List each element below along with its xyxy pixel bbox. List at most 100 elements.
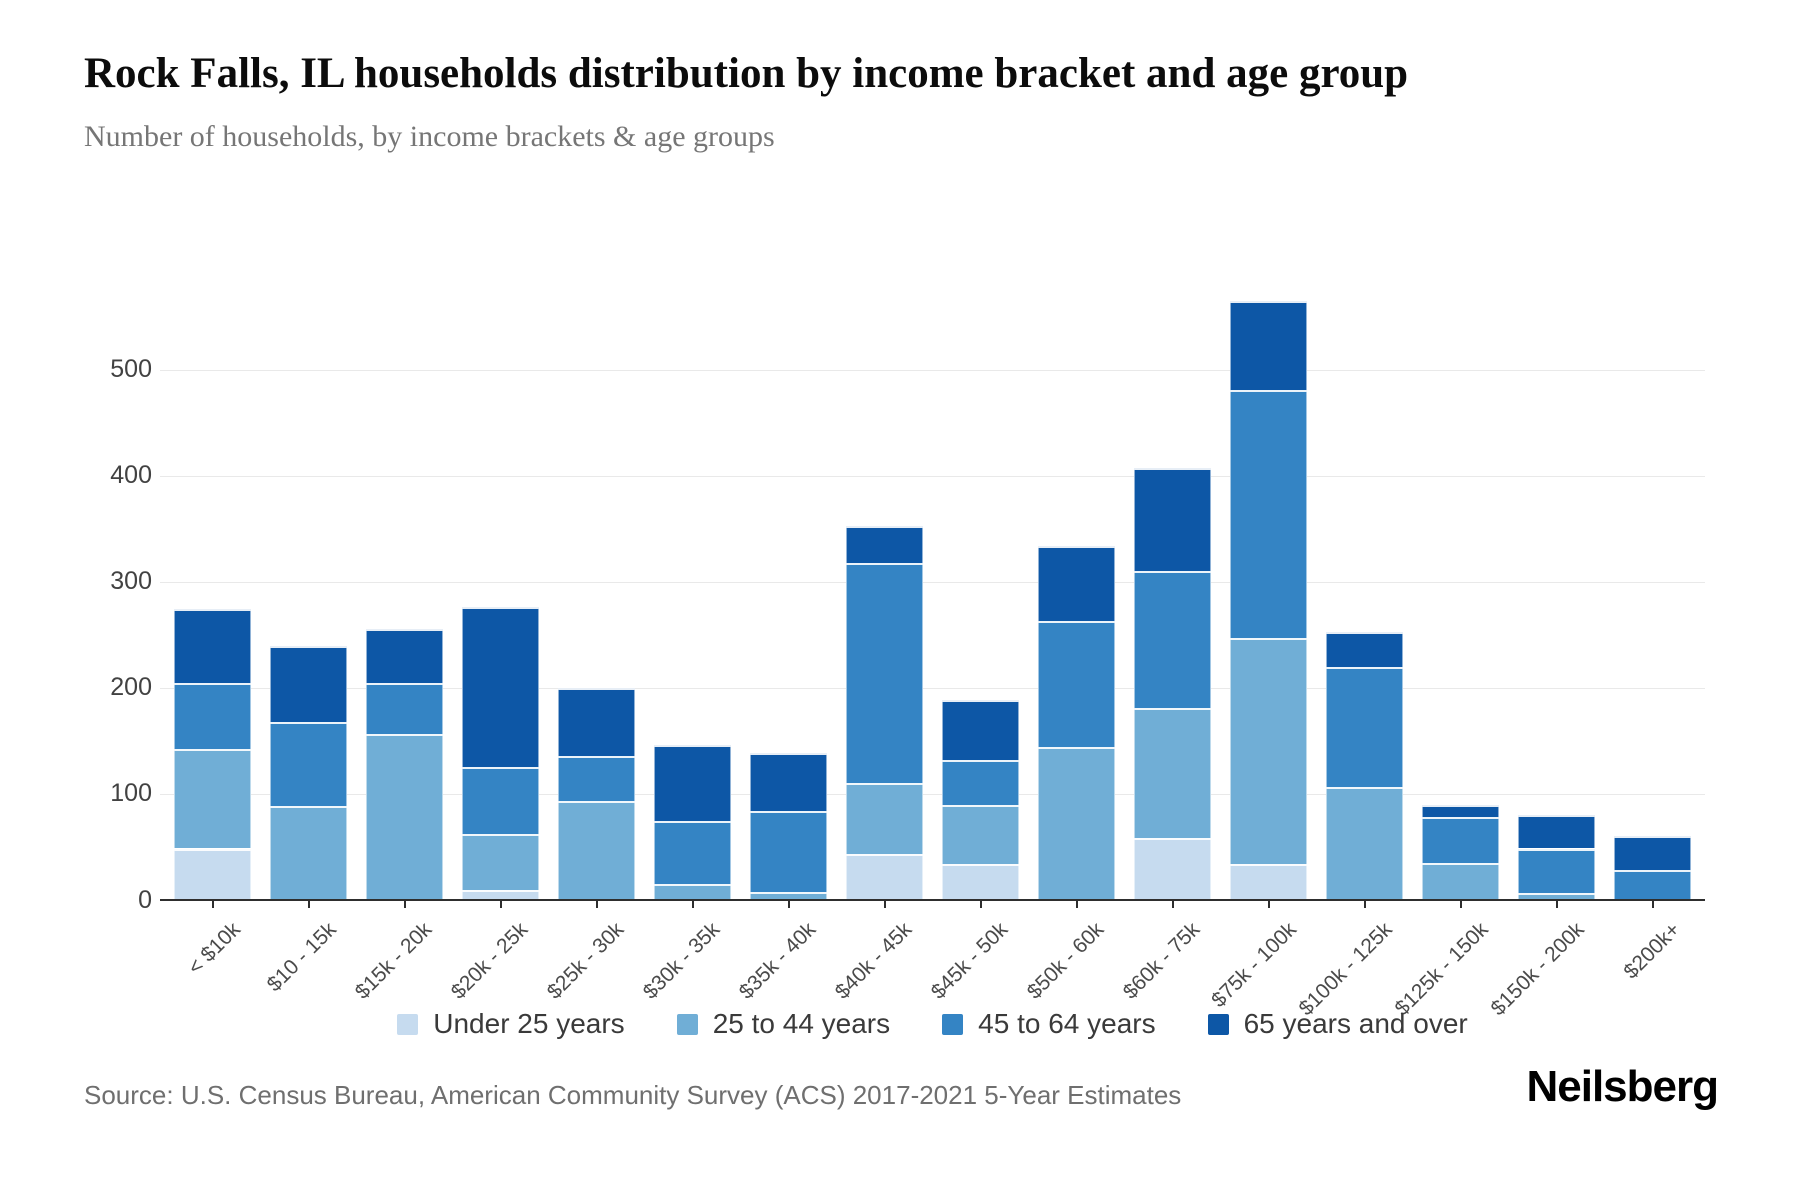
bar-segment-45-to-64-years[interactable]: [654, 820, 731, 884]
bar-segment-under-25-years[interactable]: [1230, 864, 1307, 901]
bar-segment-25-to-44-years[interactable]: [174, 748, 251, 849]
gridline-y-400: [160, 476, 1705, 478]
x-axis-tick: [1267, 900, 1270, 908]
x-tick-label: $200k+: [1619, 918, 1685, 984]
bar-segment-65-years-and-over[interactable]: [942, 699, 1019, 761]
bar-segment-65-years-and-over[interactable]: [1038, 546, 1115, 622]
x-axis-tick: [1651, 900, 1654, 908]
legend-label: Under 25 years: [433, 1008, 625, 1039]
bar-segment-65-years-and-over[interactable]: [174, 608, 251, 683]
bar-segment-65-years-and-over[interactable]: [1422, 805, 1499, 817]
bar-segment-45-to-64-years[interactable]: [942, 760, 1019, 805]
x-tick-label: $50k - 60k: [1023, 918, 1109, 1004]
bar-segment-45-to-64-years[interactable]: [558, 756, 635, 801]
x-tick-label: $20k - 25k: [447, 918, 533, 1004]
bar-segment-45-to-64-years[interactable]: [462, 766, 539, 834]
legend-item-45-to-64-years[interactable]: 45 to 64 years: [942, 1008, 1156, 1040]
x-axis-tick: [787, 900, 790, 908]
bar-segment-45-to-64-years[interactable]: [174, 682, 251, 749]
x-tick-label: $35k - 40k: [735, 918, 821, 1004]
bar-segment-45-to-64-years[interactable]: [750, 811, 827, 892]
bar-segment-45-to-64-years[interactable]: [366, 682, 443, 734]
bar-segment-25-to-44-years[interactable]: [654, 883, 731, 901]
bar-segment-65-years-and-over[interactable]: [1326, 632, 1403, 668]
bar-segment-25-to-44-years[interactable]: [1038, 746, 1115, 901]
page-title: Rock Falls, IL households distribution b…: [84, 50, 1409, 97]
x-axis-tick: [307, 900, 310, 908]
bar-segment-65-years-and-over[interactable]: [1614, 835, 1691, 870]
neilsberg-logo: Neilsberg: [1526, 1062, 1719, 1111]
bar-segment-65-years-and-over[interactable]: [654, 744, 731, 821]
bar-segment-under-25-years[interactable]: [846, 853, 923, 901]
x-axis-tick: [1075, 900, 1078, 908]
bar-segment-45-to-64-years[interactable]: [1038, 621, 1115, 747]
bar-segment-25-to-44-years[interactable]: [846, 782, 923, 854]
x-axis-tick: [1459, 900, 1462, 908]
bar-segment-25-to-44-years[interactable]: [270, 806, 347, 901]
x-axis-tick: [1555, 900, 1558, 908]
bar-segment-25-to-44-years[interactable]: [750, 892, 827, 901]
bar-segment-65-years-and-over[interactable]: [558, 688, 635, 757]
x-tick-label: $10 - 15k: [262, 918, 341, 997]
x-tick-label: $75k - 100k: [1206, 918, 1301, 1012]
bar-segment-under-25-years[interactable]: [462, 889, 539, 901]
bar-segment-65-years-and-over[interactable]: [1518, 814, 1595, 849]
legend-item-under-25-years[interactable]: Under 25 years: [397, 1008, 625, 1040]
bar-segment-25-to-44-years[interactable]: [1230, 638, 1307, 865]
bar-segment-45-to-64-years[interactable]: [1614, 869, 1691, 901]
legend-label: 25 to 44 years: [712, 1008, 891, 1039]
x-tick-label: $40k - 45k: [831, 918, 917, 1004]
legend-item-65-years-and-over[interactable]: 65 years and over: [1207, 1008, 1468, 1040]
legend-swatch-65-years-and-over: [1207, 1013, 1229, 1035]
x-axis-tick: [403, 900, 406, 908]
bar-segment-under-25-years[interactable]: [174, 848, 251, 901]
x-tick-label: $125k - 150k: [1390, 918, 1493, 1021]
bar-segment-45-to-64-years[interactable]: [1518, 848, 1595, 894]
bar-segment-under-25-years[interactable]: [1134, 837, 1211, 901]
legend-item-25-to-44-years[interactable]: 25 to 44 years: [676, 1008, 891, 1040]
bar-segment-25-to-44-years[interactable]: [462, 833, 539, 890]
bar-segment-65-years-and-over[interactable]: [366, 628, 443, 683]
bar-segment-45-to-64-years[interactable]: [1230, 390, 1307, 639]
legend-swatch-25-to-44-years: [676, 1013, 698, 1035]
bar-segment-45-to-64-years[interactable]: [1134, 570, 1211, 709]
bar-segment-25-to-44-years[interactable]: [366, 733, 443, 901]
bar-segment-65-years-and-over[interactable]: [846, 525, 923, 564]
bar-segment-65-years-and-over[interactable]: [1230, 301, 1307, 391]
y-tick-label-100: 100: [110, 779, 152, 808]
bar-segment-25-to-44-years[interactable]: [558, 800, 635, 901]
y-tick-label-500: 500: [110, 355, 152, 383]
x-axis-tick: [691, 900, 694, 908]
legend-swatch-under-25-years: [397, 1013, 419, 1035]
bar-segment-25-to-44-years[interactable]: [1134, 708, 1211, 838]
x-axis-tick: [979, 900, 982, 908]
x-tick-label: $25k - 30k: [543, 918, 629, 1004]
bar-segment-25-to-44-years[interactable]: [942, 805, 1019, 865]
gridline-y-200: [160, 688, 1705, 690]
bar-segment-45-to-64-years[interactable]: [270, 722, 347, 807]
bar-segment-under-25-years[interactable]: [942, 864, 1019, 901]
bar-segment-25-to-44-years[interactable]: [1326, 786, 1403, 901]
bar-segment-65-years-and-over[interactable]: [750, 753, 827, 812]
gridline-y-300: [160, 582, 1705, 584]
chart-header: Rock Falls, IL households distribution b…: [84, 46, 1408, 154]
page-subtitle: Number of households, by income brackets…: [84, 119, 775, 153]
gridline-y-100: [160, 794, 1705, 796]
bar-segment-65-years-and-over[interactable]: [462, 606, 539, 767]
bar-segment-45-to-64-years[interactable]: [846, 563, 923, 783]
x-axis-tick: [211, 900, 214, 908]
legend-swatch-45-to-64-years: [942, 1013, 964, 1035]
bar-segment-65-years-and-over[interactable]: [270, 645, 347, 723]
bar-segment-25-to-44-years[interactable]: [1422, 863, 1499, 901]
gridline-y-500: [160, 370, 1705, 371]
chart-legend: Under 25 years 25 to 44 years 45 to 64 y…: [160, 1008, 1705, 1040]
bar-segment-65-years-and-over[interactable]: [1134, 467, 1211, 571]
x-axis-tick: [1363, 900, 1366, 908]
x-axis-tick: [1171, 900, 1174, 908]
bar-segment-45-to-64-years[interactable]: [1422, 816, 1499, 864]
bar-segment-25-to-44-years[interactable]: [1518, 893, 1595, 901]
bar-segment-45-to-64-years[interactable]: [1326, 667, 1403, 787]
legend-label: 45 to 64 years: [978, 1008, 1156, 1039]
x-tick-label: $45k - 50k: [927, 918, 1013, 1004]
x-tick-label: $15k - 20k: [351, 918, 437, 1004]
